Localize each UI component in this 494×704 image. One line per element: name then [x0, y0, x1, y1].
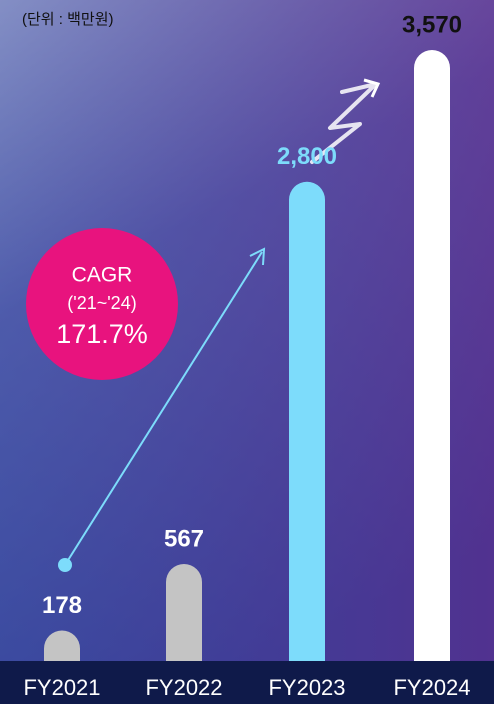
value-label: 2,800: [277, 143, 337, 170]
cagr-title: CAGR: [72, 264, 133, 287]
value-label: 3,570: [402, 11, 462, 38]
growth-arrow-start: [58, 558, 72, 572]
x-tick-label: FY2022: [145, 675, 222, 700]
bar: [414, 50, 450, 681]
x-tick-label: FY2021: [23, 675, 100, 700]
cagr-period: ('21~'24): [67, 293, 136, 313]
x-tick-label: FY2023: [268, 675, 345, 700]
cagr-value: 171.7%: [56, 319, 148, 349]
bar: [289, 182, 325, 681]
chart: (단위 : 백만원) CAGR ('21~'24) 171.7% 178 567 2…: [0, 0, 494, 704]
x-tick-label: FY2024: [393, 675, 470, 700]
value-label: 567: [164, 525, 204, 552]
unit-label: (단위 : 백만원): [22, 11, 114, 28]
value-label: 178: [42, 592, 82, 619]
